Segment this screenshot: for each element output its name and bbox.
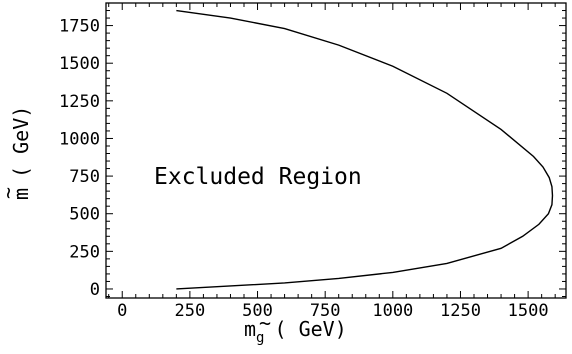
x-axis-label: mg ( GeV): [244, 317, 347, 346]
y-tick-label: 0: [90, 280, 100, 300]
x-axis-label-sub: g: [256, 330, 264, 346]
exclusion-curve: [176, 9, 554, 290]
x-axis-label-unit: ( GeV): [274, 317, 346, 341]
x-tick-label: 500: [242, 301, 273, 321]
plot-frame: [105, 2, 567, 299]
annotation-label: Excluded Region: [154, 164, 362, 190]
y-tick-label: 1750: [59, 17, 100, 37]
x-tick-label: 1500: [508, 301, 549, 321]
x-tick-label: 1250: [440, 301, 481, 321]
x-tick-label: 1000: [372, 301, 413, 321]
y-tick-label: 750: [69, 167, 100, 187]
x-tick-label: 250: [175, 301, 206, 321]
x-tick-label: 750: [310, 301, 341, 321]
y-axis-tilde: ~: [0, 187, 20, 199]
y-tick-label: 500: [69, 205, 100, 225]
x-tick-label: 0: [117, 301, 127, 321]
x-axis-tilde: ~: [259, 311, 271, 335]
y-axis-label-group: m ( GeV) ~: [0, 106, 33, 200]
tick-marks: [106, 2, 566, 298]
y-tick-label: 1000: [59, 129, 100, 149]
y-tick-label: 1250: [59, 92, 100, 112]
y-axis-label-main: m: [9, 188, 33, 200]
x-tick-labels: 0 250 500 750 1000 1250 1500: [117, 301, 548, 321]
y-axis-label-unit: ( GeV): [9, 106, 33, 178]
y-tick-label: 1500: [59, 54, 100, 74]
y-tick-label: 250: [69, 242, 100, 262]
x-axis-label-main: m: [244, 317, 256, 341]
y-tick-labels: 0 250 500 750 1000 1250 1500 1750: [59, 17, 100, 300]
y-axis-label: m ( GeV): [9, 106, 33, 200]
